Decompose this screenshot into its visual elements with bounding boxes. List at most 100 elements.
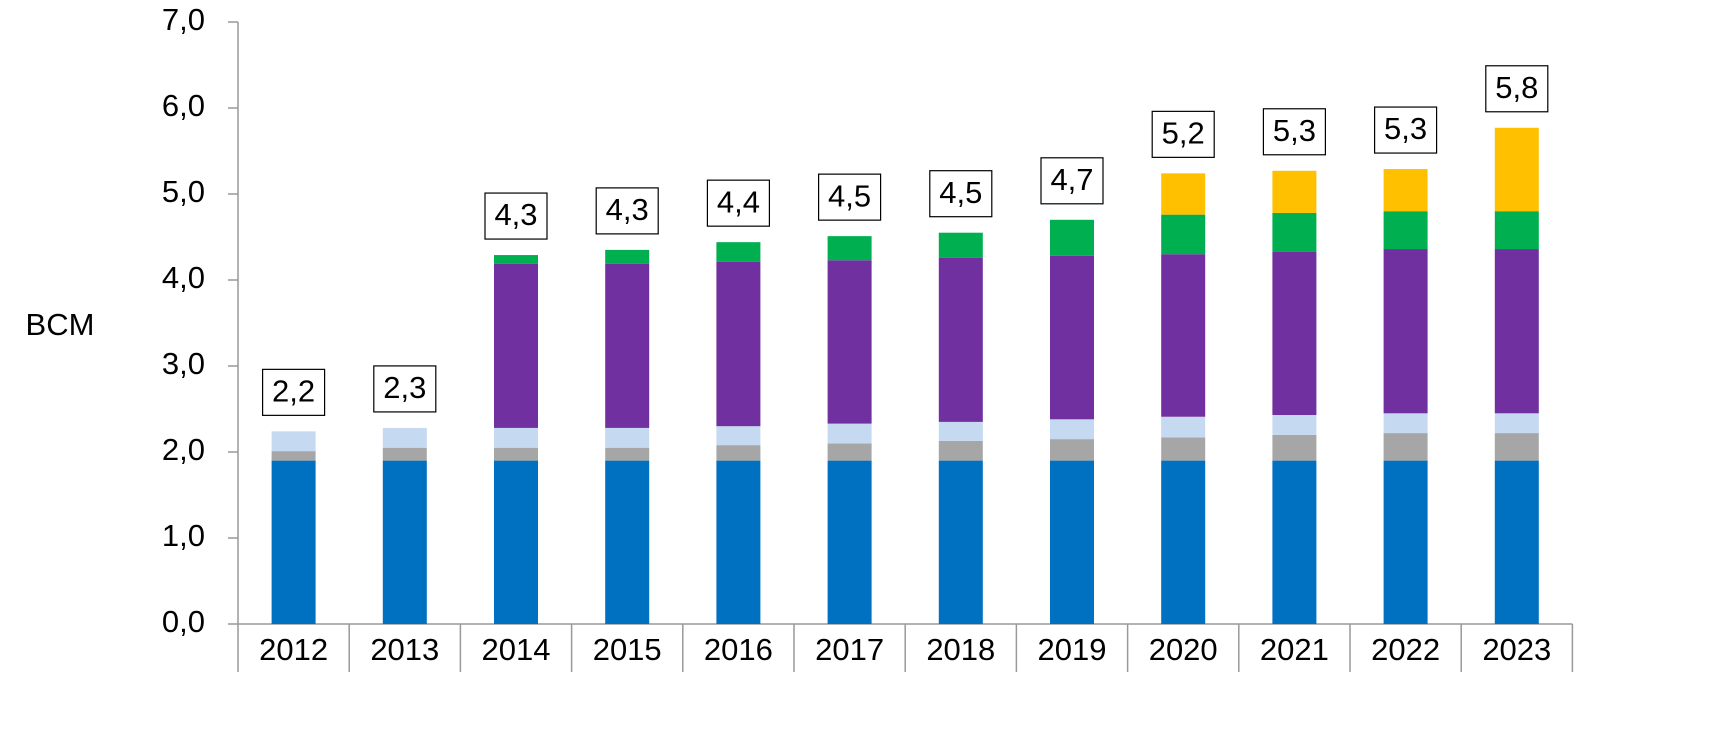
bar-segment <box>938 460 983 624</box>
total-label-box <box>1373 106 1438 154</box>
y-tick-label: 2,0 <box>162 432 205 467</box>
total-label: 5,3 <box>1273 113 1316 148</box>
bar-segment <box>1383 433 1428 461</box>
total-label: 4,5 <box>939 175 982 210</box>
bar-segment <box>1272 434 1317 461</box>
total-label: 5,8 <box>1495 70 1538 105</box>
x-tick-label: 2019 <box>1038 632 1107 667</box>
bar-segment <box>1161 254 1206 417</box>
x-tick-label: 2015 <box>593 632 662 667</box>
bar-segment <box>1050 419 1094 440</box>
bar-segment <box>938 421 983 441</box>
bar-segment <box>716 426 761 446</box>
bar-segment <box>494 447 538 461</box>
bar-segment <box>605 447 650 461</box>
x-tick-label: 2013 <box>370 632 439 667</box>
y-tick-label: 0,0 <box>162 604 205 639</box>
y-tick-label: 4,0 <box>162 260 205 295</box>
bar-segment <box>938 440 983 461</box>
bar-segment <box>1161 173 1206 215</box>
bar-segment <box>1494 211 1539 250</box>
bar-segment <box>1272 170 1317 213</box>
bar-segment <box>938 257 983 422</box>
bar-segment <box>716 460 761 624</box>
bar-segment <box>382 447 427 461</box>
bar-segment <box>1272 460 1317 624</box>
x-tick-label: 2023 <box>1482 632 1551 667</box>
y-tick-label: 3,0 <box>162 346 205 381</box>
total-label: 5,3 <box>1384 111 1427 146</box>
bar-segment <box>827 460 872 624</box>
total-label-box <box>817 173 882 221</box>
bar-segment <box>1050 439 1094 461</box>
total-label: 4,7 <box>1050 162 1093 197</box>
total-label-box <box>595 187 659 235</box>
bar-segment <box>1383 169 1428 212</box>
bar-segment <box>605 427 650 448</box>
total-label: 4,5 <box>828 178 871 213</box>
bar-segment <box>382 460 427 624</box>
total-label-box <box>929 170 993 218</box>
total-label-box <box>1040 157 1104 205</box>
bar-segment <box>827 443 872 461</box>
bar-segment <box>382 427 427 448</box>
y-tick-label: 7,0 <box>162 2 205 37</box>
y-tick-label: 5,0 <box>162 174 205 209</box>
bar-segment <box>1494 460 1539 624</box>
bar-segment <box>1050 460 1094 624</box>
bar-segment <box>494 427 538 448</box>
bar-segment <box>494 255 538 264</box>
total-label-box <box>1151 110 1215 158</box>
total-label: 5,2 <box>1162 116 1205 151</box>
bar-segment <box>1383 211 1428 250</box>
total-label: 2,3 <box>383 370 426 405</box>
bar-segment <box>605 460 650 624</box>
bar-segment <box>827 423 872 444</box>
bar-segment <box>1272 251 1317 416</box>
bar-segment <box>1494 413 1539 434</box>
total-label: 4,4 <box>717 184 760 219</box>
x-tick-label: 2022 <box>1371 632 1440 667</box>
bar-segment <box>494 263 538 428</box>
x-tick-label: 2021 <box>1260 632 1329 667</box>
x-tick-label: 2016 <box>704 632 773 667</box>
bar-segment <box>1272 415 1317 435</box>
total-label-box <box>706 179 771 227</box>
bar-segment <box>1050 219 1094 256</box>
bar-segment <box>494 460 538 624</box>
total-label: 2,2 <box>272 374 315 409</box>
bar-segment <box>271 460 316 624</box>
bar-segment <box>1383 460 1428 624</box>
bar-segment <box>1383 249 1428 414</box>
bar-segment <box>271 431 316 452</box>
bar-segment <box>1494 433 1539 461</box>
total-label-box <box>1485 65 1549 113</box>
bar-segment <box>827 236 872 261</box>
bar-segment <box>716 445 761 461</box>
bar-segment <box>1494 249 1539 414</box>
bar-segment <box>1161 460 1206 624</box>
total-label-box <box>1262 108 1327 156</box>
bar-segment <box>605 263 650 428</box>
bar-segment <box>1383 413 1428 434</box>
bar-segment <box>1161 437 1206 461</box>
x-tick-label: 2012 <box>259 632 328 667</box>
total-label-box <box>373 365 437 413</box>
total-label-box <box>484 192 548 240</box>
bar-segment <box>716 242 761 262</box>
bar-segment <box>1494 127 1539 212</box>
x-tick-label: 2017 <box>815 632 884 667</box>
bar-segment <box>605 249 650 264</box>
bar-segment <box>1272 212 1317 252</box>
bar-segment <box>827 260 872 424</box>
bar-segment <box>1161 214 1206 255</box>
x-tick-label: 2014 <box>482 632 551 667</box>
bar-segment <box>271 451 316 461</box>
y-tick-label: 1,0 <box>162 518 205 553</box>
y-axis-label: BCM <box>26 307 95 342</box>
y-tick-label: 6,0 <box>162 88 205 123</box>
total-label: 4,3 <box>606 192 649 227</box>
bar-segment <box>1161 416 1206 438</box>
x-tick-label: 2020 <box>1149 632 1218 667</box>
total-label: 4,3 <box>494 197 537 232</box>
